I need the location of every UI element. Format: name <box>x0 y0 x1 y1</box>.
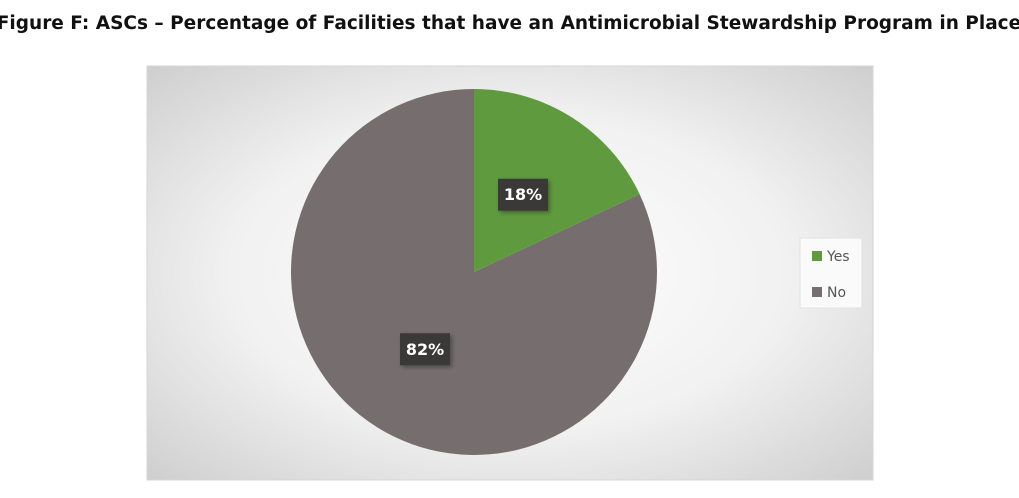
pie-slice <box>474 89 640 272</box>
data-label-box <box>498 178 549 211</box>
legend-label: Yes <box>826 249 850 265</box>
data-labels: 18% 82% <box>399 178 549 366</box>
pie <box>291 89 657 456</box>
legend-label: No <box>827 285 846 301</box>
legend-swatch <box>812 251 822 261</box>
legend-swatch <box>812 287 822 297</box>
pie-slice <box>291 89 657 456</box>
data-label-box <box>399 333 450 366</box>
data-label: 18% <box>504 185 542 204</box>
data-label: 82% <box>406 340 444 359</box>
legend: Yes No <box>812 249 850 301</box>
chart-title: Figure F: ASCs – Percentage of Facilitie… <box>0 13 1019 34</box>
legend-box <box>799 237 863 309</box>
